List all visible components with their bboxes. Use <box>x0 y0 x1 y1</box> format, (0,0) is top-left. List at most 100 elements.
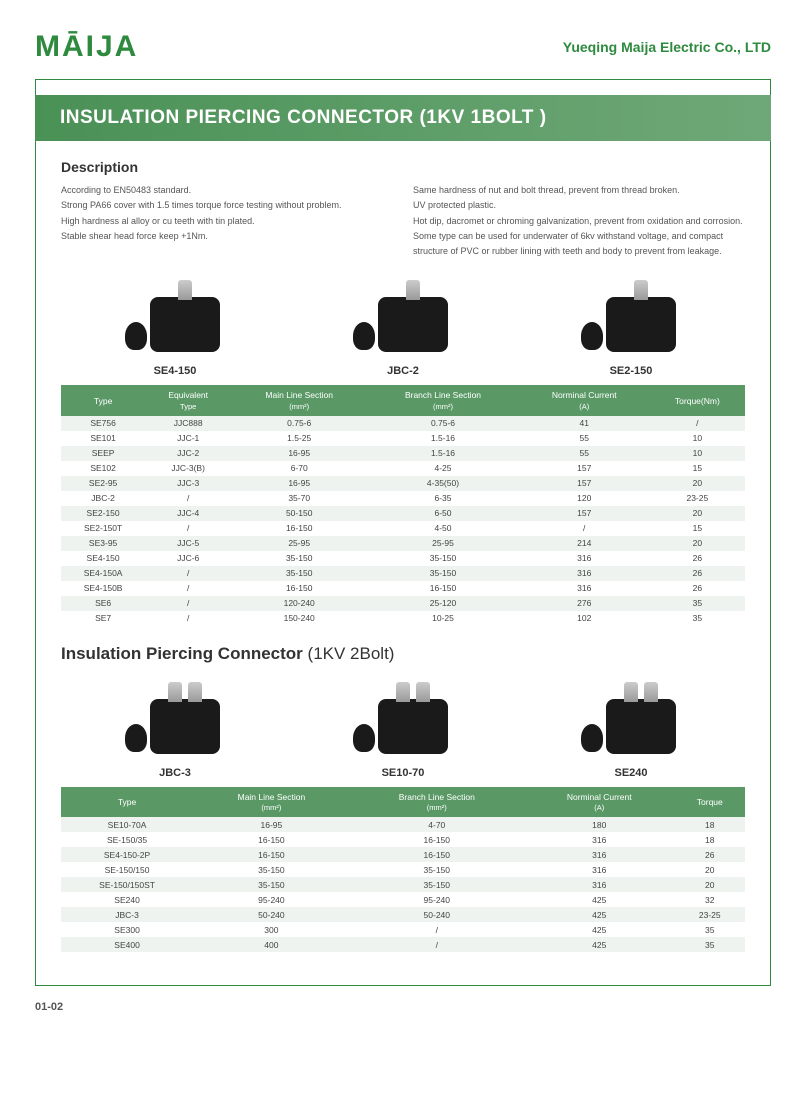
table-cell: JJC-3 <box>145 476 231 491</box>
table-cell: SE400 <box>61 937 193 952</box>
table-cell: 4-35(50) <box>367 476 518 491</box>
table-cell: 35 <box>675 922 745 937</box>
description-line: UV protected plastic. <box>413 198 745 213</box>
description-heading: Description <box>61 159 745 175</box>
table-row: SE756JJC8880.75-60.75-641/ <box>61 416 745 431</box>
table-cell: 95-240 <box>350 892 524 907</box>
table-cell: SE101 <box>61 431 145 446</box>
table-cell: 276 <box>519 596 650 611</box>
table-cell: SE4-150-2P <box>61 847 193 862</box>
table-body: SE756JJC8880.75-60.75-641/SE101JJC-11.5-… <box>61 416 745 626</box>
table-cell: 425 <box>524 907 675 922</box>
table-row: JBC-350-24050-24042523-25 <box>61 907 745 922</box>
table-header-cell: Torque <box>675 787 745 817</box>
table-cell: SE240 <box>61 892 193 907</box>
table-cell: 16-150 <box>367 581 518 596</box>
table-cell: / <box>145 581 231 596</box>
description-line: According to EN50483 standard. <box>61 183 393 198</box>
table-cell: 50-150 <box>231 506 367 521</box>
section-title-1: INSULATION PIERCING CONNECTOR (1KV 1BOLT… <box>35 95 771 141</box>
table-cell: 35-150 <box>193 862 350 877</box>
table-cell: 26 <box>650 581 745 596</box>
table-cell: 214 <box>519 536 650 551</box>
table-cell: 20 <box>675 877 745 892</box>
table-cell: 180 <box>524 817 675 832</box>
table-row: JBC-2/35-706-3512023-25 <box>61 491 745 506</box>
table-cell: 6-50 <box>367 506 518 521</box>
table-cell: 1.5-25 <box>231 431 367 446</box>
table-cell: 6-35 <box>367 491 518 506</box>
table-cell: 316 <box>519 551 650 566</box>
product-item: JBC-2 <box>289 277 517 377</box>
table-cell: 20 <box>675 862 745 877</box>
table-row: SE24095-24095-24042532 <box>61 892 745 907</box>
table-row: SE10-70A16-954-7018018 <box>61 817 745 832</box>
company-name: Yueqing Maija Electric Co., LTD <box>563 39 771 55</box>
table-row: SE2-150T/16-1504-50/15 <box>61 521 745 536</box>
table-cell: 4-70 <box>350 817 524 832</box>
table-cell: 35-150 <box>231 551 367 566</box>
table-cell: 0.75-6 <box>367 416 518 431</box>
table-cell: 15 <box>650 461 745 476</box>
table-row: SE4-150A/35-15035-15031626 <box>61 566 745 581</box>
table-row: SEEPJJC-216-951.5-165510 <box>61 446 745 461</box>
table-cell: 16-95 <box>193 817 350 832</box>
table-header-cell: Norminal Current(A) <box>524 787 675 817</box>
content-frame: INSULATION PIERCING CONNECTOR (1KV 1BOLT… <box>35 79 771 986</box>
table-cell: / <box>650 416 745 431</box>
table-cell: / <box>145 611 231 626</box>
table-cell: 6-70 <box>231 461 367 476</box>
table-cell: 50-240 <box>350 907 524 922</box>
product-item: SE240 <box>517 679 745 779</box>
table-cell: JJC888 <box>145 416 231 431</box>
table-cell: 25-120 <box>367 596 518 611</box>
table-cell: SE756 <box>61 416 145 431</box>
product-image <box>120 679 230 759</box>
table-cell: 95-240 <box>193 892 350 907</box>
table-row: SE7/150-24010-2510235 <box>61 611 745 626</box>
product-image <box>576 679 686 759</box>
table-cell: SE3-95 <box>61 536 145 551</box>
table-cell: 0.75-6 <box>231 416 367 431</box>
logo: MĀIJA <box>35 30 138 64</box>
product-label: JBC-2 <box>289 365 517 377</box>
table-cell: JJC-4 <box>145 506 231 521</box>
table-cell: 20 <box>650 476 745 491</box>
table-cell: 16-95 <box>231 476 367 491</box>
table-cell: 35 <box>675 937 745 952</box>
table-cell: 425 <box>524 922 675 937</box>
table-cell: / <box>145 596 231 611</box>
table-cell: 157 <box>519 461 650 476</box>
table-cell: 35-150 <box>231 566 367 581</box>
table-header-cell: Norminal Current(A) <box>519 385 650 415</box>
table-cell: 16-95 <box>231 446 367 461</box>
table-cell: 157 <box>519 476 650 491</box>
table-row: SE300300/42535 <box>61 922 745 937</box>
table-cell: 25-95 <box>231 536 367 551</box>
table-cell: 18 <box>675 832 745 847</box>
table-cell: SE10-70A <box>61 817 193 832</box>
product-item: SE4-150 <box>61 277 289 377</box>
product-label: SE4-150 <box>61 365 289 377</box>
table-cell: 157 <box>519 506 650 521</box>
table-row: SE2-95JJC-316-954-35(50)15720 <box>61 476 745 491</box>
header: MĀIJA Yueqing Maija Electric Co., LTD <box>35 30 771 64</box>
table-body: SE10-70A16-954-7018018SE-150/3516-15016-… <box>61 817 745 952</box>
table-cell: 23-25 <box>675 907 745 922</box>
table-cell: 55 <box>519 431 650 446</box>
table-cell: SE4-150B <box>61 581 145 596</box>
spec-table-1: TypeEquivalentTypeMain Line Section(mm²)… <box>61 385 745 625</box>
product-image <box>576 277 686 357</box>
table-cell: 20 <box>650 536 745 551</box>
description-line: Same hardness of nut and bolt thread, pr… <box>413 183 745 198</box>
table-cell: 35-150 <box>367 551 518 566</box>
table-cell: 16-150 <box>193 832 350 847</box>
table-cell: / <box>145 491 231 506</box>
table-cell: 16-150 <box>350 847 524 862</box>
description-right: Same hardness of nut and bolt thread, pr… <box>413 183 745 259</box>
table-cell: 102 <box>519 611 650 626</box>
table-cell: 26 <box>650 551 745 566</box>
table-cell: SE-150/150ST <box>61 877 193 892</box>
product-image <box>348 679 458 759</box>
table-cell: 16-150 <box>231 581 367 596</box>
